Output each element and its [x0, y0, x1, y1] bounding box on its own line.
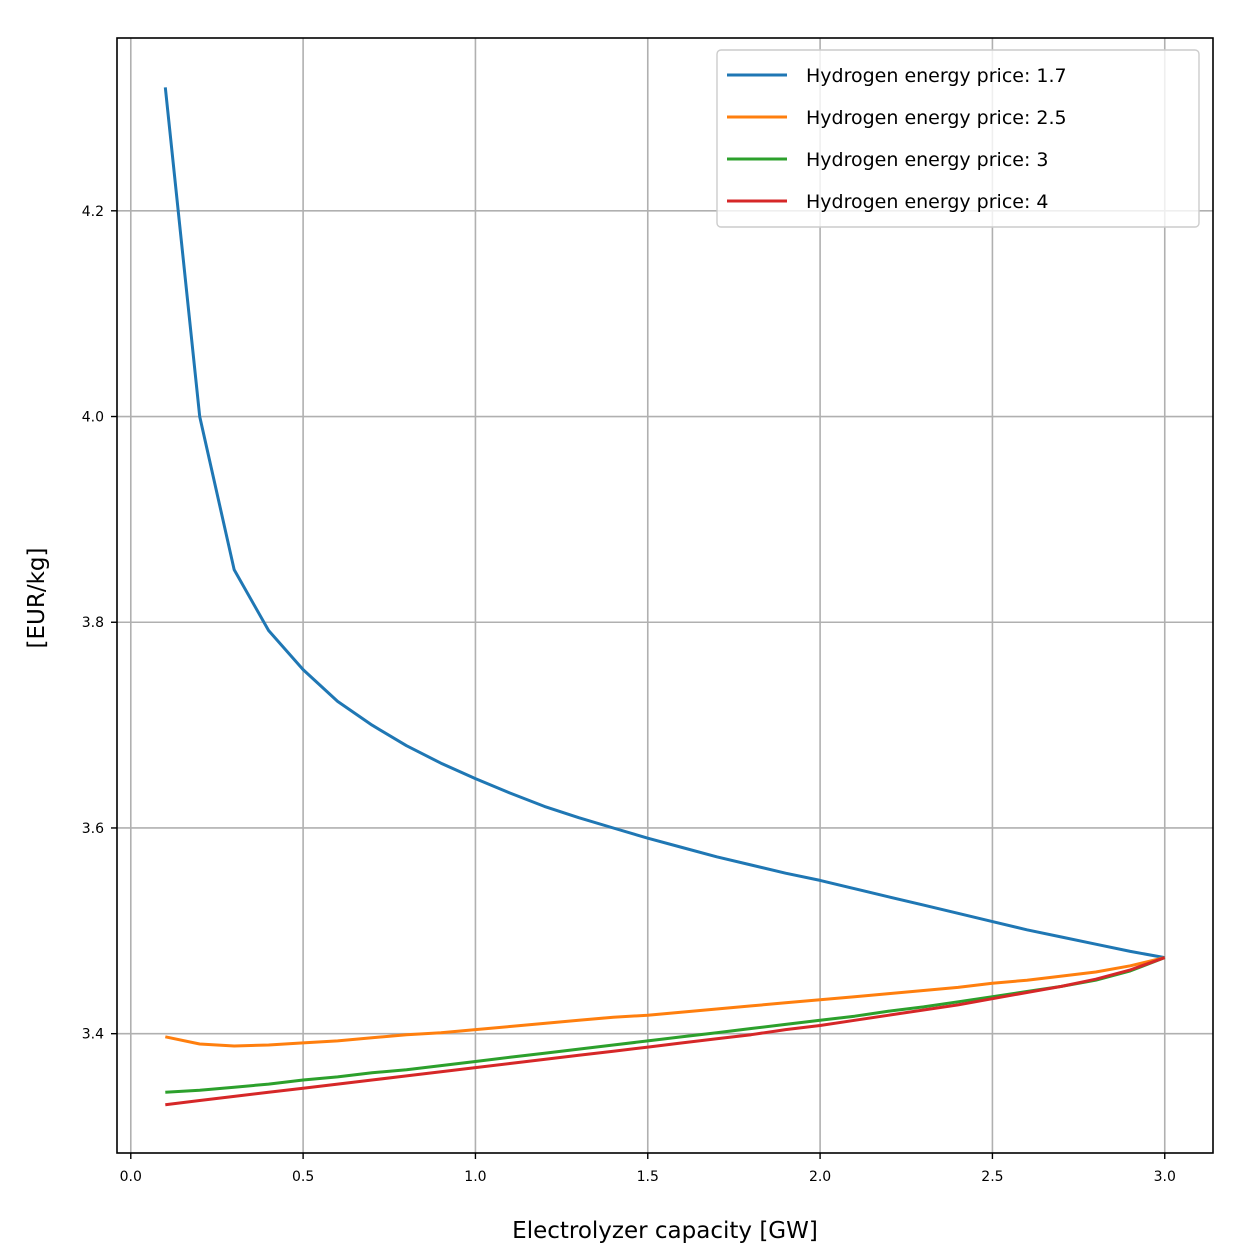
- y-tick-label: 3.6: [82, 821, 104, 837]
- series-line-4: [165, 956, 1166, 1107]
- y-axis-ticks: 3.4 3.6 3.8 4.0 4.2: [82, 204, 117, 1043]
- x-tick-label: 1.0: [464, 1169, 486, 1185]
- series-line-1: [163, 87, 1165, 960]
- plot-frame: [116, 37, 1214, 1154]
- x-tick-label: 1.5: [637, 1169, 659, 1185]
- y-axis-label: [EUR/kg]: [24, 548, 50, 649]
- y-tick-label: 4.2: [82, 204, 104, 220]
- x-axis-label: Electrolyzer capacity [GW]: [512, 1218, 818, 1244]
- x-tick-label: 2.0: [809, 1169, 831, 1185]
- x-tick-label: 3.0: [1154, 1169, 1176, 1185]
- y-tick-label: 4.0: [82, 410, 104, 426]
- x-axis-ticks: 0.0 0.5 1.0 1.5 2.0 2.5 3.0: [120, 1153, 1176, 1185]
- legend-box: [716, 49, 1200, 228]
- legend-label-2: Hydrogen energy price: 2.5: [806, 107, 1067, 129]
- x-tick-label: 2.5: [981, 1169, 1003, 1185]
- legend-label-1: Hydrogen energy price: 1.7: [806, 65, 1067, 87]
- grid: [117, 38, 1213, 1153]
- legend-label-4: Hydrogen energy price: 4: [806, 191, 1049, 213]
- series-layer: [163, 87, 1166, 1107]
- series-line-2: [164, 956, 1166, 1048]
- y-tick-label: 3.4: [82, 1027, 104, 1043]
- x-tick-label: 0.5: [292, 1169, 314, 1185]
- y-tick-label: 3.8: [82, 615, 104, 631]
- legend: Hydrogen energy price: 1.7 Hydrogen energ…: [716, 49, 1200, 228]
- legend-label-3: Hydrogen energy price: 3: [806, 149, 1049, 171]
- series-line-3: [165, 956, 1166, 1094]
- x-tick-label: 0.0: [120, 1169, 142, 1185]
